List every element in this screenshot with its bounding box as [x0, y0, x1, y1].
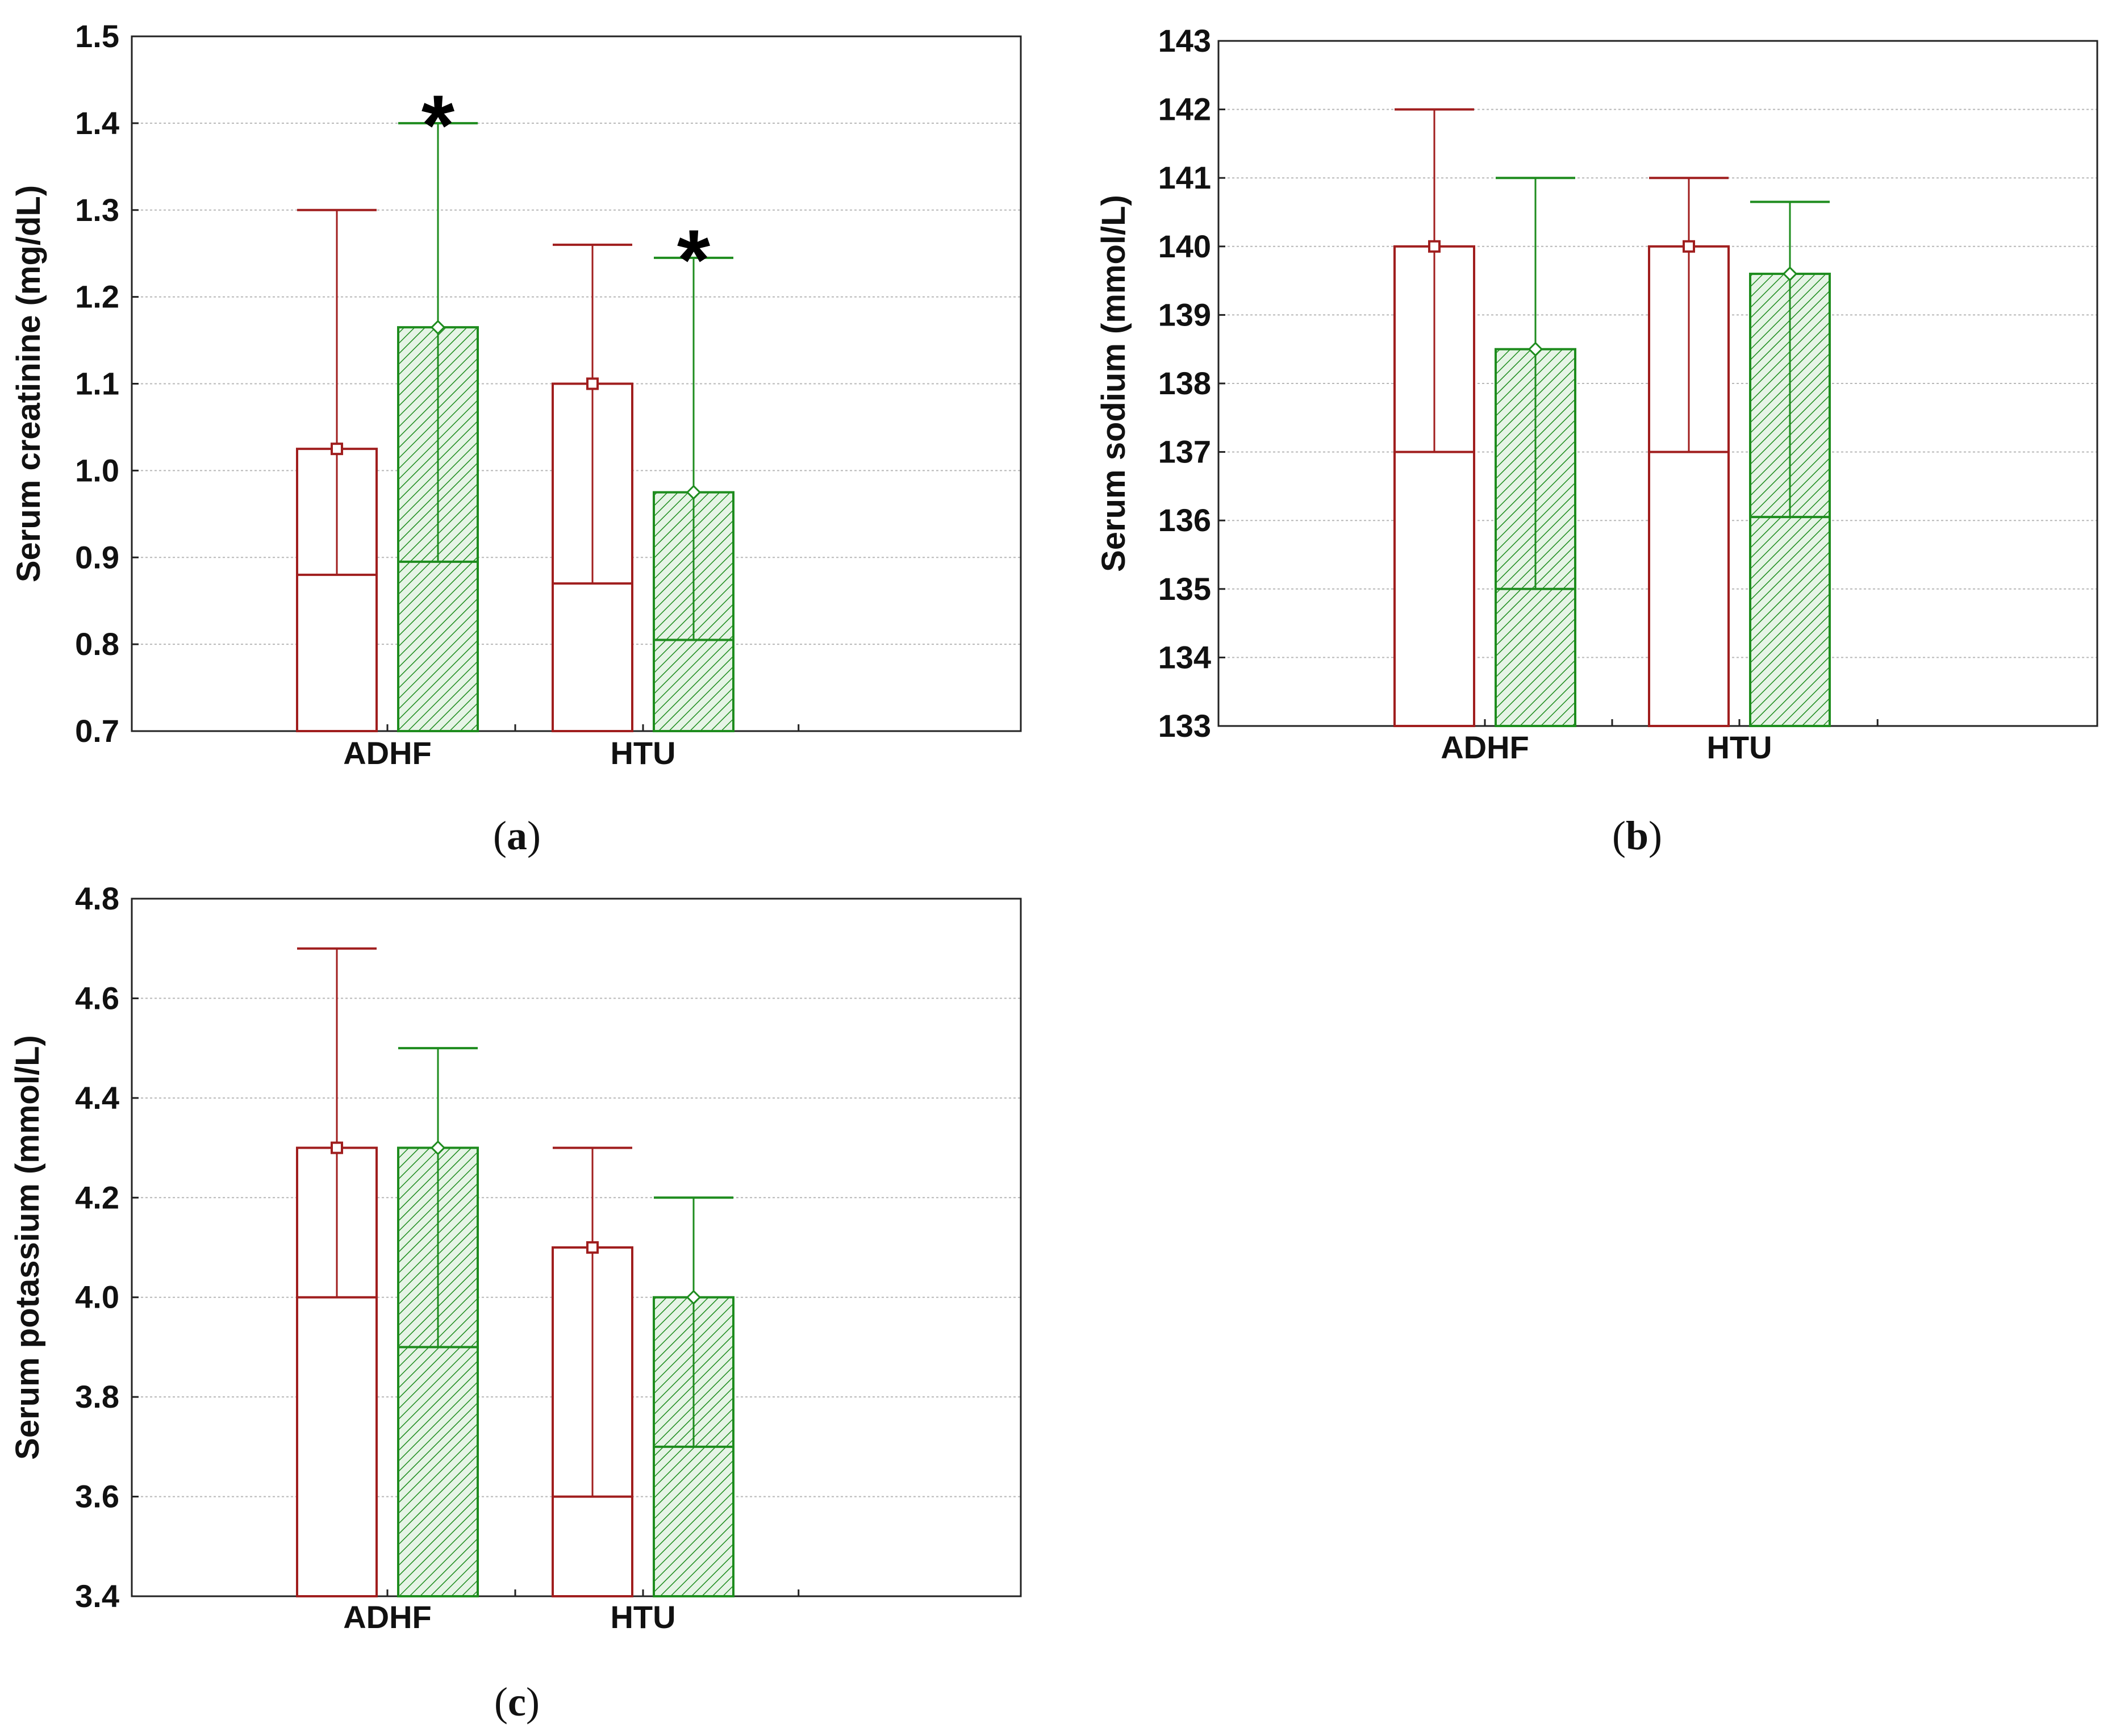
x-category-label: HTU — [1706, 729, 1772, 765]
panel-caption-open-paren: ( — [493, 813, 507, 858]
y-tick-label: 4.8 — [75, 880, 119, 916]
y-tick-label: 134 — [1158, 639, 1211, 675]
mean-marker-square — [1428, 240, 1441, 253]
mean-marker-diamond — [686, 1290, 702, 1305]
panel-caption-close-paren: ) — [527, 813, 541, 858]
panel-caption-open-paren: ( — [1612, 813, 1626, 858]
y-tick-label: 1.2 — [75, 279, 119, 315]
y-tick-label: 4.2 — [75, 1179, 119, 1215]
y-tick-label: 4.0 — [75, 1279, 119, 1315]
panel-caption: (c) — [494, 1679, 540, 1725]
x-category-label: HTU — [610, 735, 675, 771]
y-tick-label: 3.6 — [75, 1479, 119, 1514]
y-tick-label: 1.5 — [75, 18, 119, 54]
y-tick-label: 1.1 — [75, 366, 119, 402]
chart-panel-c: 3.4 3.6 3.8 4.0 4.2 4.4 4.6 4.8 Serum potassium … — [9, 880, 1022, 1725]
panel-caption-letter: a — [507, 813, 527, 858]
y-tick-label: 135 — [1158, 571, 1211, 607]
mean-marker-diamond — [1782, 266, 1798, 282]
y-tick-label: 4.4 — [75, 1080, 119, 1116]
panel-caption-close-paren: ) — [526, 1679, 540, 1725]
mean-marker-square — [586, 377, 599, 390]
y-tick-label: 1.0 — [75, 452, 119, 488]
y-axis-title: Serum sodium (mmol/L) — [1095, 195, 1132, 572]
x-category-label: ADHF — [343, 735, 432, 771]
panel-caption-close-paren: ) — [1648, 813, 1662, 858]
panel-caption: (b) — [1612, 813, 1662, 858]
y-tick-label: 0.8 — [75, 626, 119, 662]
x-category-label: ADHF — [343, 1599, 432, 1635]
y-tick-label: 139 — [1158, 297, 1211, 332]
mean-marker-square — [331, 1141, 343, 1154]
mean-marker-square — [1683, 240, 1695, 253]
y-tick-label: 1.3 — [75, 192, 119, 228]
y-tick-label: 143 — [1158, 23, 1211, 59]
y-tick-label: 3.4 — [75, 1578, 119, 1614]
y-tick-label: 4.6 — [75, 980, 119, 1016]
mean-marker-square — [586, 1241, 599, 1254]
y-tick-label: 136 — [1158, 502, 1211, 538]
y-axis-title: Serum potassium (mmol/L) — [9, 1035, 46, 1460]
y-tick-label: 140 — [1158, 228, 1211, 264]
chart-panel-a: 0.7 0.8 0.9 1.0 1.1 1.2 1.3 1.4 1.5 Serum creatin… — [10, 18, 1022, 858]
y-tick-label: 0.9 — [75, 539, 119, 575]
mean-marker-square — [331, 443, 343, 456]
x-category-label: HTU — [610, 1599, 675, 1635]
y-tick-label: 0.7 — [75, 713, 119, 749]
panel-caption-letter: c — [508, 1679, 526, 1725]
significance-asterisk: * — [677, 212, 711, 307]
panel-caption-letter: b — [1626, 813, 1648, 858]
y-tick-label: 3.8 — [75, 1379, 119, 1414]
y-tick-label: 137 — [1158, 434, 1211, 470]
significance-asterisk: * — [421, 77, 455, 173]
mean-marker-diamond — [430, 320, 446, 335]
y-tick-label: 138 — [1158, 365, 1211, 401]
panel-caption: (a) — [493, 813, 541, 858]
y-tick-label: 141 — [1158, 160, 1211, 195]
chart-panel-b: 133 134 135 136 137 138 139 140 141 142 143 Serum s… — [1095, 23, 2098, 858]
y-tick-label: 133 — [1158, 708, 1211, 744]
x-category-label: ADHF — [1441, 729, 1529, 765]
mean-marker-diamond — [430, 1140, 446, 1155]
y-axis-title: Serum creatinine (mg/dL) — [10, 185, 47, 582]
y-tick-label: 142 — [1158, 91, 1211, 127]
mean-marker-diamond — [1527, 341, 1543, 357]
y-tick-label: 1.4 — [75, 105, 119, 141]
panel-caption-open-paren: ( — [494, 1679, 508, 1725]
mean-marker-diamond — [686, 485, 702, 500]
